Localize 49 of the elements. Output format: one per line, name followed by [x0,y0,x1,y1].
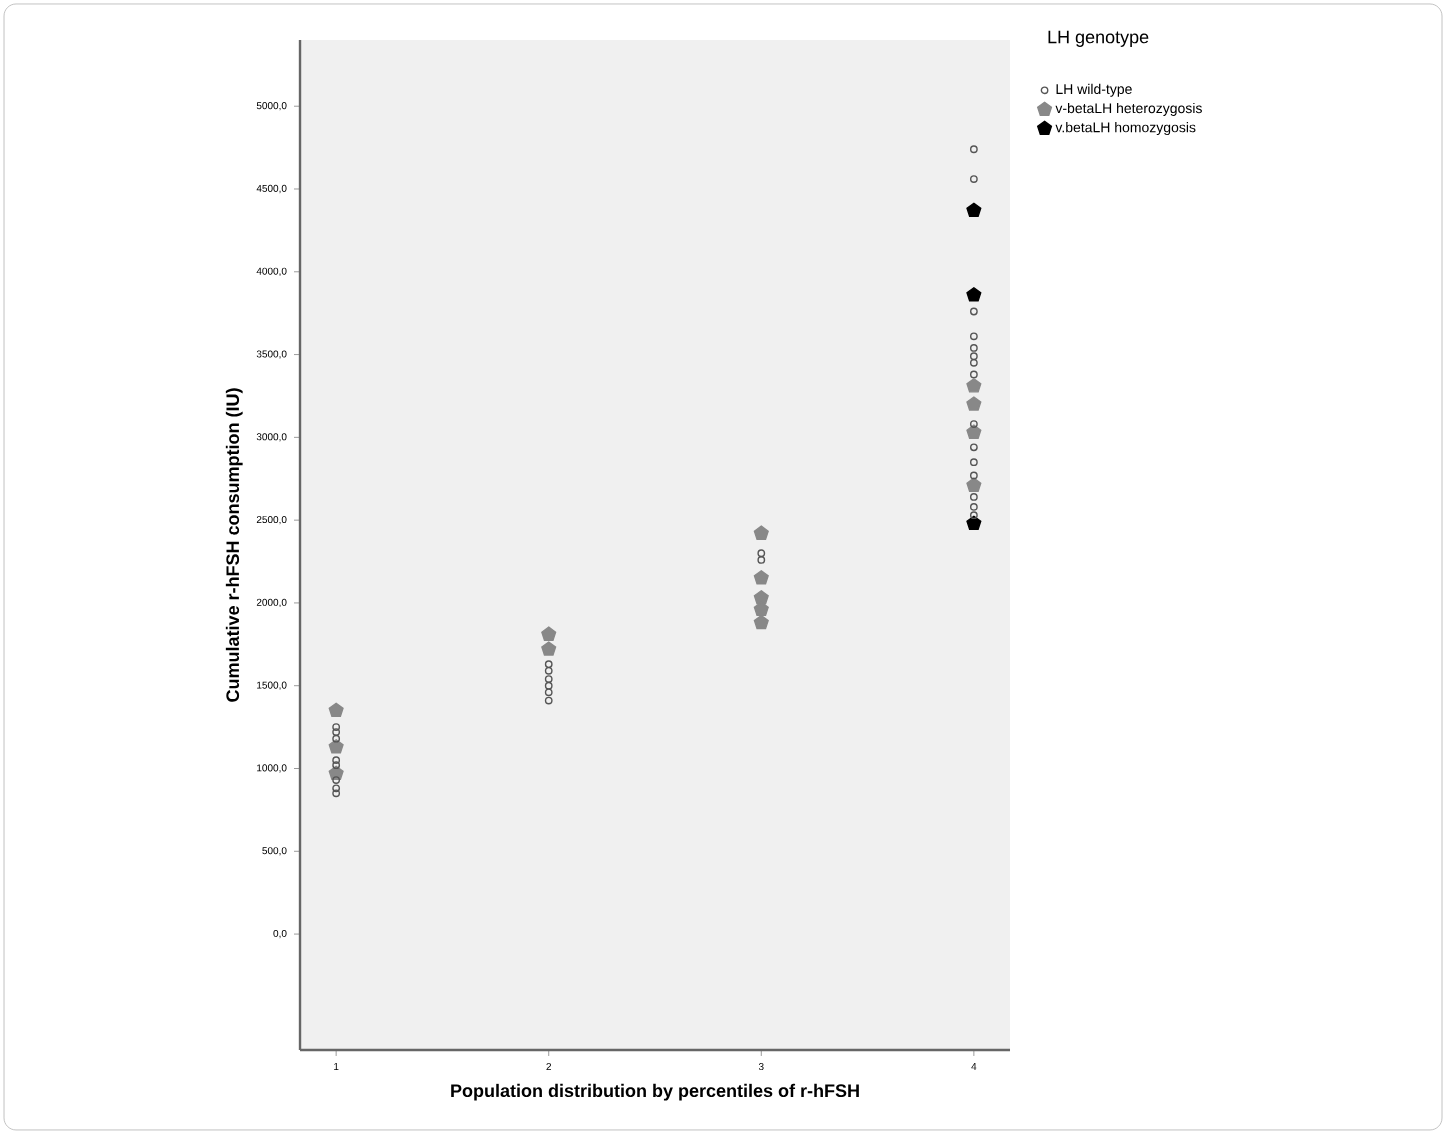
point [969,443,978,452]
point [969,352,978,361]
point [969,370,978,379]
point [332,789,341,798]
point [332,728,341,736]
x-axis-title: Population distribution by percentiles of r-hFSH [451,1083,859,1101]
point [969,493,978,501]
point [328,702,344,718]
point [966,515,982,530]
legend-title: LH genotype [1048,30,1149,47]
point [544,681,553,690]
point [544,675,553,683]
point [969,175,978,183]
point [966,477,982,492]
point [966,424,982,439]
point [328,739,344,754]
point [969,145,978,154]
point [332,723,341,731]
point [969,307,978,316]
point [753,590,769,605]
point [544,666,553,675]
point [969,344,978,352]
point [332,756,341,765]
point [332,761,341,770]
point [753,614,769,630]
point [966,378,982,393]
point [757,555,766,564]
point [966,396,982,411]
point [969,503,978,511]
point [969,458,978,467]
point [969,471,978,480]
point [969,511,978,520]
point [969,332,978,341]
point [969,358,978,367]
point [332,734,341,743]
point [544,660,553,669]
point [544,688,553,697]
point [753,525,769,540]
point [966,202,982,218]
point [332,784,341,793]
point [541,641,557,656]
point [332,776,341,784]
point [969,420,978,429]
point [753,570,769,585]
point [541,626,557,641]
point [966,287,982,302]
point [757,549,766,558]
y-axis-title: Cumulative r-hFSH consumption (IU) [225,388,243,702]
point [544,696,553,705]
